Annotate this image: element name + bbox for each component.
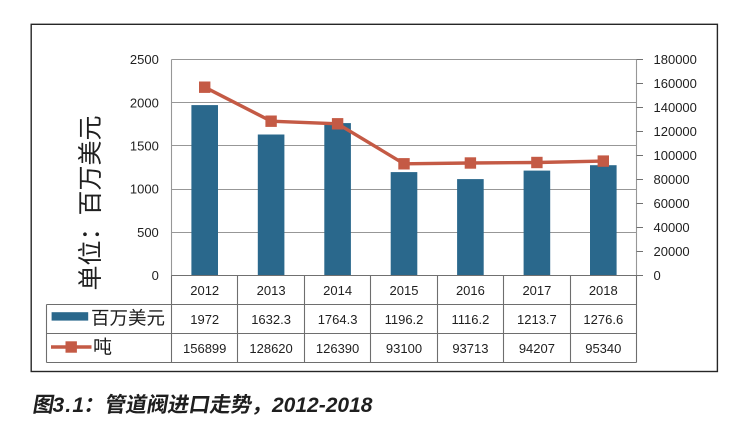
svg-text:2015: 2015 [390, 283, 419, 298]
svg-text:2012-2018: 2012-2018 [271, 394, 373, 417]
svg-text:3.1: 3.1 [53, 394, 86, 417]
svg-text:180000: 180000 [654, 52, 697, 67]
svg-text:95340: 95340 [585, 341, 621, 356]
svg-text:93100: 93100 [386, 341, 422, 356]
svg-text:2014: 2014 [323, 283, 352, 298]
svg-text:80000: 80000 [654, 172, 690, 187]
svg-text:128620: 128620 [249, 341, 292, 356]
svg-text:20000: 20000 [654, 244, 690, 259]
svg-text:100000: 100000 [654, 148, 697, 163]
svg-text:1276.6: 1276.6 [583, 312, 623, 327]
svg-text:93713: 93713 [452, 341, 488, 356]
svg-text:2016: 2016 [456, 283, 485, 298]
svg-text:2017: 2017 [522, 283, 551, 298]
svg-text:2500: 2500 [130, 52, 159, 67]
svg-text:2018: 2018 [589, 283, 618, 298]
svg-text:2013: 2013 [257, 283, 286, 298]
svg-text:94207: 94207 [519, 341, 555, 356]
svg-text:60000: 60000 [654, 196, 690, 211]
svg-text:2000: 2000 [130, 95, 159, 110]
svg-text:126390: 126390 [316, 341, 359, 356]
svg-text:160000: 160000 [654, 76, 697, 91]
svg-text:0: 0 [152, 268, 159, 283]
svg-text:2012: 2012 [190, 283, 219, 298]
svg-text:156899: 156899 [183, 341, 226, 356]
svg-text:120000: 120000 [654, 124, 697, 139]
svg-text:1116.2: 1116.2 [451, 312, 489, 327]
svg-text:1632.3: 1632.3 [251, 312, 291, 327]
svg-text:0: 0 [654, 268, 661, 283]
svg-text:500: 500 [137, 225, 159, 240]
svg-text:1213.7: 1213.7 [517, 312, 557, 327]
svg-text:1764.3: 1764.3 [318, 312, 358, 327]
svg-text:140000: 140000 [654, 100, 697, 115]
svg-text:40000: 40000 [654, 220, 690, 235]
svg-text:1196.2: 1196.2 [385, 312, 424, 327]
svg-text:1000: 1000 [130, 182, 159, 197]
svg-text:1972: 1972 [190, 312, 219, 327]
svg-text:1500: 1500 [130, 139, 159, 154]
